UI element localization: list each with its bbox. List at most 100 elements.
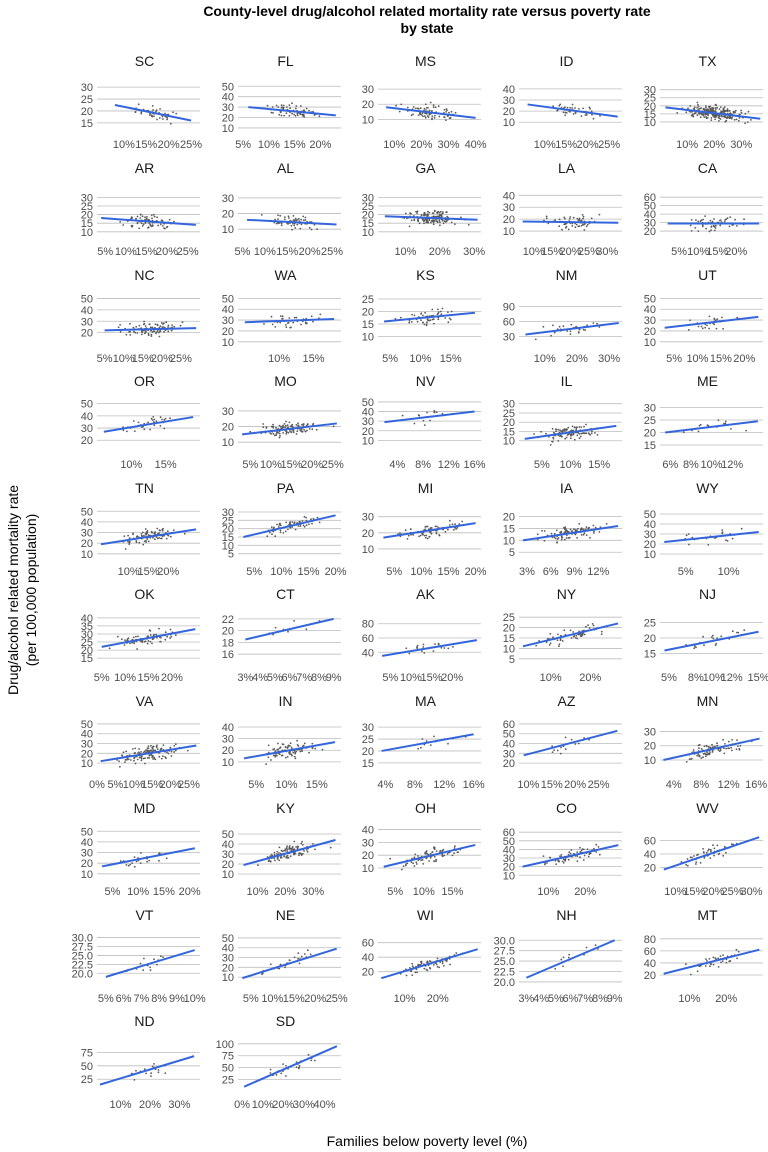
data-point [427, 221, 430, 224]
data-point [140, 111, 143, 114]
data-point [288, 959, 291, 961]
data-point [152, 330, 155, 333]
data-point [581, 633, 584, 635]
y-tick-label: 30 [644, 315, 656, 327]
x-tick-label: 10% [409, 353, 431, 365]
x-tick-label: 30% [293, 1099, 315, 1111]
data-point [423, 222, 425, 225]
data-point [721, 532, 724, 535]
x-tick-label: 9% [326, 672, 342, 684]
data-point [143, 428, 146, 431]
y-tick-label: 20 [644, 326, 656, 338]
data-point [554, 968, 557, 970]
x-tick-label: 12% [721, 672, 743, 684]
data-point [122, 751, 125, 754]
data-point [150, 749, 153, 752]
data-point [267, 744, 270, 747]
data-point [296, 219, 299, 221]
data-point [433, 735, 435, 738]
data-point [553, 749, 555, 751]
data-point [401, 868, 403, 871]
x-tick-label: 10% [718, 566, 740, 578]
data-point [413, 422, 416, 425]
data-point [147, 745, 150, 747]
data-point [294, 757, 297, 760]
data-point [564, 218, 566, 220]
y-tick-label: 20 [81, 328, 93, 340]
y-tick-label: 5 [509, 547, 515, 559]
data-point [710, 109, 713, 112]
data-point [405, 974, 408, 977]
data-point [284, 848, 287, 850]
data-point [158, 852, 161, 854]
data-point [592, 532, 595, 534]
data-point [149, 969, 152, 972]
x-tick-label: 20% [158, 139, 180, 151]
data-point [148, 222, 151, 225]
data-point [557, 537, 560, 539]
data-point [129, 863, 132, 866]
data-point [743, 218, 745, 221]
data-point [277, 742, 279, 745]
data-point [160, 322, 163, 324]
x-tick-label: 20% [579, 672, 601, 684]
y-tick-label: 60 [644, 946, 656, 958]
data-point [432, 221, 435, 224]
data-point [579, 851, 582, 853]
data-point [138, 751, 140, 754]
x-tick-label: 40% [314, 1099, 336, 1111]
data-point [136, 332, 139, 334]
x-tick-label: 15% [541, 779, 563, 791]
data-point [700, 757, 703, 759]
data-point [716, 742, 718, 745]
data-point [555, 863, 558, 865]
y-tick-label: 50 [222, 81, 234, 93]
data-point [734, 218, 736, 221]
data-point [429, 531, 432, 534]
data-point [566, 106, 569, 109]
data-point [588, 627, 591, 629]
data-point [271, 533, 273, 536]
data-point [286, 845, 288, 847]
panel-title: IL [561, 373, 573, 389]
data-point [598, 853, 601, 856]
x-tick-label: 10% [394, 993, 416, 1005]
data-point [697, 430, 700, 433]
data-point [575, 426, 578, 429]
data-point [580, 426, 583, 428]
x-tick-label: 10% [700, 459, 722, 471]
data-point [714, 644, 717, 646]
data-point [297, 952, 300, 955]
data-point [436, 221, 439, 224]
data-point [304, 219, 307, 221]
data-point [444, 220, 447, 223]
y-tick-label: 30 [81, 316, 93, 328]
data-point [313, 114, 316, 116]
data-point [133, 856, 136, 858]
data-point [289, 521, 291, 524]
data-point [719, 118, 722, 120]
panel-title: AK [416, 586, 435, 602]
data-point [284, 850, 287, 852]
data-point [722, 107, 725, 110]
data-point [704, 965, 707, 967]
x-tick-label: 7% [296, 672, 312, 684]
data-point [722, 115, 725, 118]
data-point [285, 324, 287, 326]
data-point [117, 326, 120, 329]
data-point [155, 332, 157, 335]
x-tick-label: 3% [518, 993, 534, 1005]
x-tick-label: 15% [421, 672, 443, 684]
data-point [558, 104, 561, 107]
data-point [564, 736, 567, 739]
data-point [705, 105, 707, 107]
y-tick-label: 20 [81, 748, 93, 760]
data-point [159, 108, 162, 110]
data-point [160, 537, 162, 540]
data-point [273, 851, 276, 854]
data-point [410, 861, 413, 864]
data-point [291, 754, 293, 757]
data-point [713, 110, 716, 113]
data-point [134, 111, 137, 113]
data-point [144, 325, 147, 327]
